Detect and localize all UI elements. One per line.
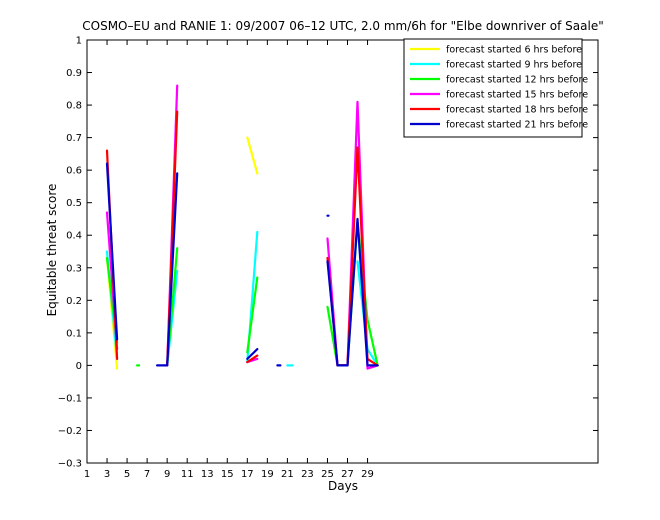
x-tick-label: 25 [321, 469, 334, 480]
series-line [156, 172, 179, 367]
y-tick-label: 0.1 [66, 328, 82, 339]
legend-label: forecast started 6 hrs before [446, 45, 582, 56]
legend-label: forecast started 9 hrs before [446, 60, 582, 71]
axes-layer: 1 3 5 7 9 11 13 15 17 19 21 23 25 27 29−0.3−0.2−0.100.… [58, 36, 599, 480]
series-line [246, 276, 259, 354]
legend: forecast started 6 hrs before forecast st… [403, 38, 588, 138]
legend-label: forecast started 15 hrs before [446, 90, 588, 101]
x-tick-label: 21 [281, 469, 294, 480]
x-tick-label: 17 [241, 469, 254, 480]
series-line [246, 348, 259, 360]
series-group [105, 162, 379, 367]
x-tick-label: 27 [341, 469, 354, 480]
y-tick-label: 1 [76, 36, 82, 47]
y-tick-label: 0.8 [66, 101, 82, 112]
legend-label: forecast started 21 hrs before [446, 120, 588, 131]
y-tick-label: −0.3 [58, 459, 82, 470]
x-tick-label: 1 [84, 469, 90, 480]
y-tick-label: −0.2 [58, 426, 82, 437]
series-layer [105, 84, 379, 370]
y-tick-label: −0.1 [58, 393, 82, 404]
x-tick-label: 11 [181, 469, 194, 480]
x-tick-label: 23 [301, 469, 314, 480]
legend-box [403, 38, 583, 138]
x-tick-label: 5 [124, 469, 130, 480]
y-tick-label: 0.2 [66, 296, 82, 307]
series-line [326, 217, 379, 367]
y-tick-label: 0.9 [66, 68, 82, 79]
y-tick-label: 0.7 [66, 133, 82, 144]
series-line [105, 162, 119, 341]
y-tick-label: 0.4 [66, 231, 82, 242]
y-tick-label: 0 [76, 361, 82, 372]
x-tick-label: 13 [201, 469, 214, 480]
legend-label: forecast started 12 hrs before [446, 75, 588, 86]
x-tick-label: 3 [104, 469, 110, 480]
x-axis-label: Days [328, 479, 358, 493]
series-line [246, 136, 259, 175]
axes-box [86, 39, 599, 464]
y-tick-label: 0.6 [66, 166, 82, 177]
x-tick-label: 29 [361, 469, 374, 480]
y-tick-label: 0.5 [66, 198, 82, 209]
x-tick-label: 19 [261, 469, 274, 480]
chart-title: COSMO–EU and RANIE 1: 09/2007 06–12 UTC,… [82, 19, 603, 33]
series-line [246, 354, 259, 364]
x-tick-label: 15 [221, 469, 234, 480]
y-axis-label: Equitable threat score [45, 184, 59, 317]
x-tick-label: 7 [144, 469, 150, 480]
x-tick-label: 9 [164, 469, 170, 480]
y-tick-label: 0.3 [66, 263, 82, 274]
legend-label: forecast started 18 hrs before [446, 105, 588, 116]
